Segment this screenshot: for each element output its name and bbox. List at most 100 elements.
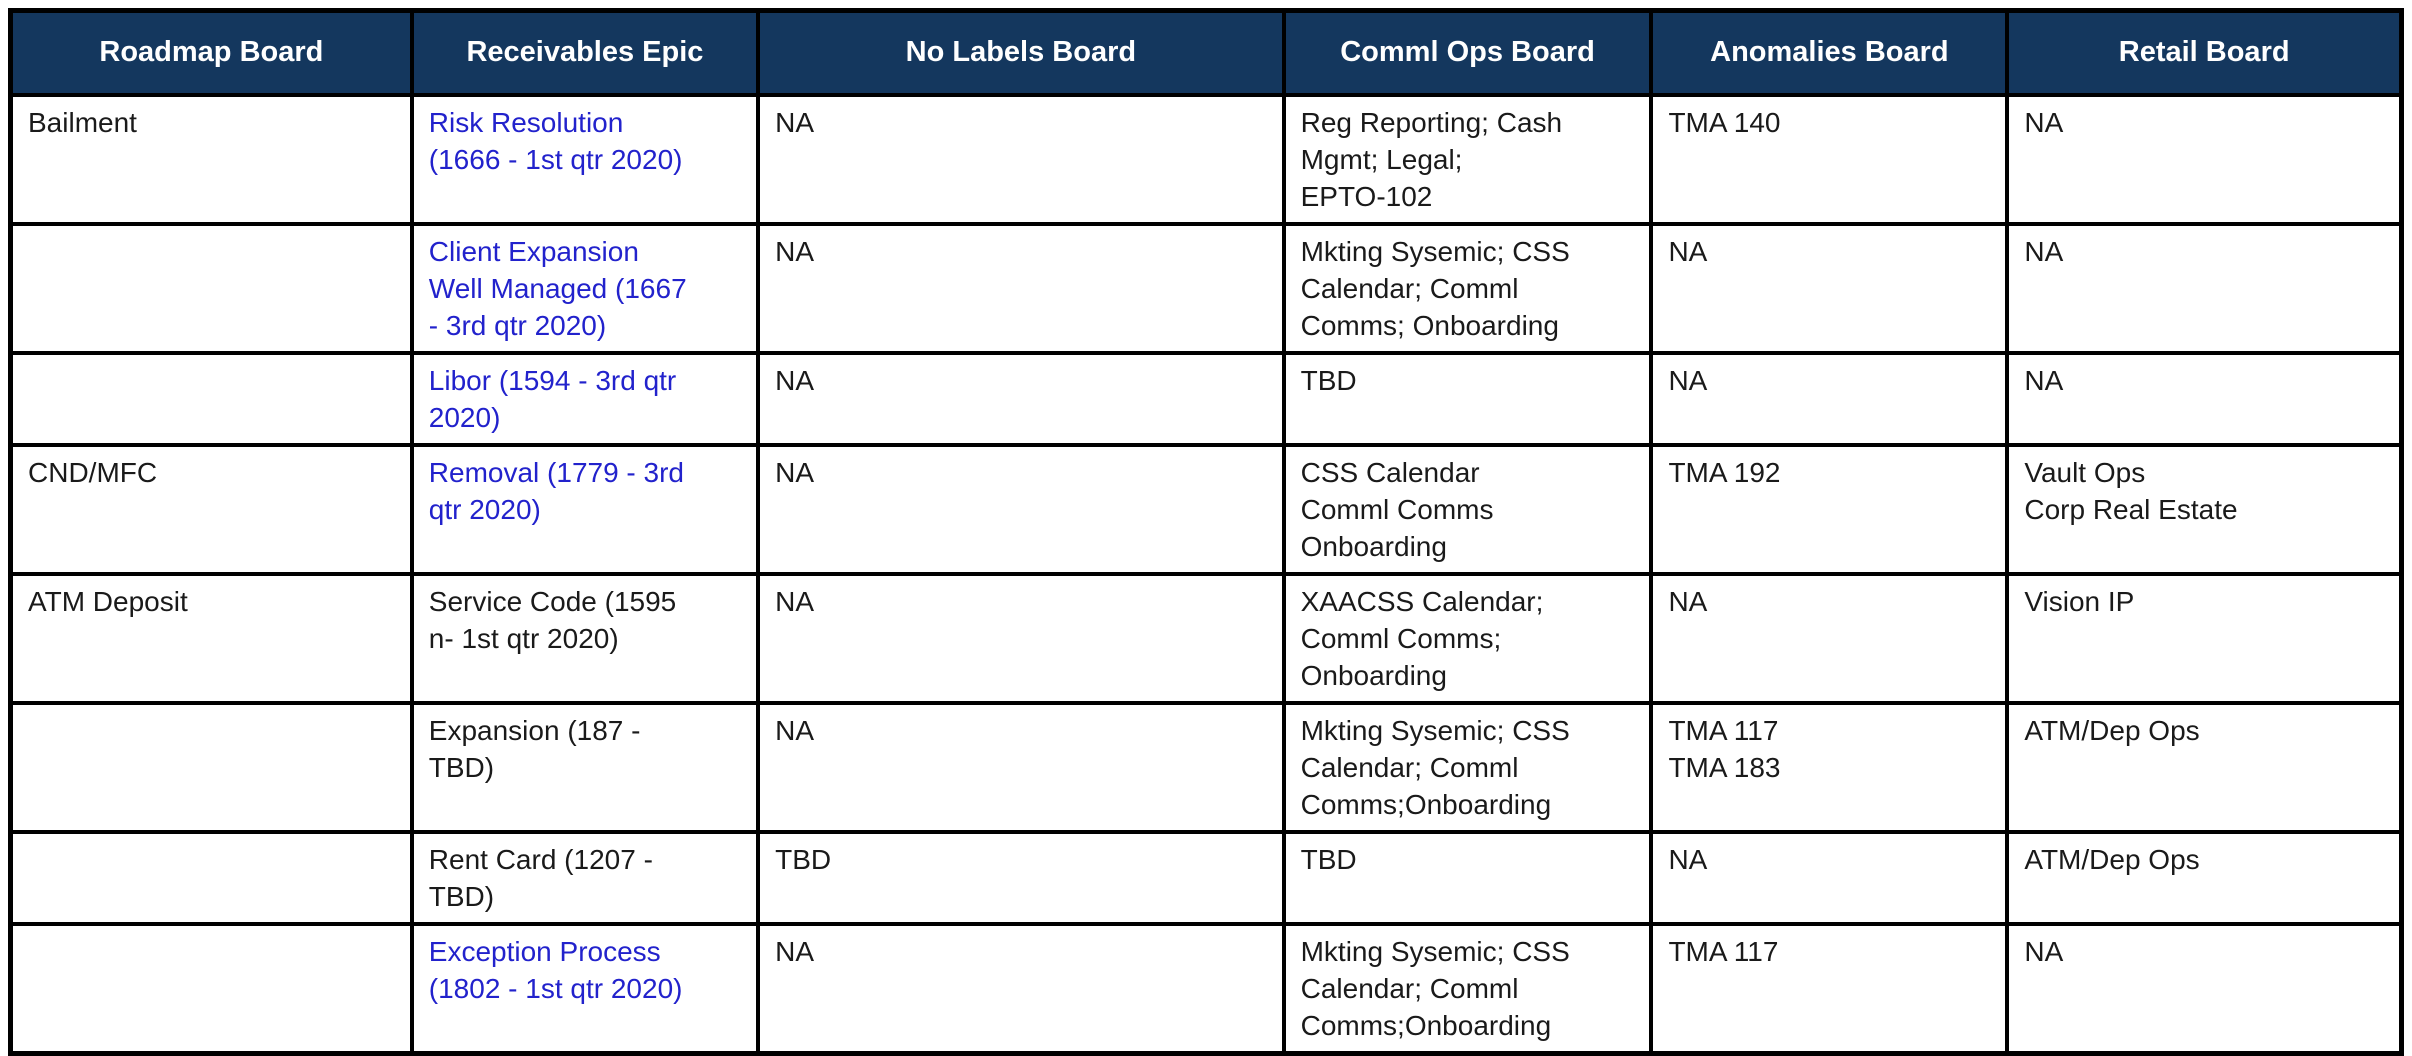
epic-link[interactable]: Libor (1594 - 3rd qtr 2020): [428, 364, 677, 433]
cell-no-labels: NA: [756, 921, 1286, 1055]
cell-epic: Libor (1594 - 3rd qtr 2020): [409, 350, 761, 447]
anomalies-value: NA: [1668, 843, 1708, 875]
cell-roadmap: Bailment: [8, 92, 414, 226]
retail-value: NA: [2024, 935, 2064, 967]
cell-roadmap: [8, 700, 414, 834]
cell-roadmap: [8, 829, 414, 926]
comml-ops-value: XAACSS Calendar; Comml Comms; Onboarding: [1300, 585, 1544, 691]
cell-roadmap: ATM Deposit: [8, 571, 414, 705]
column-header-receivables-epic: Receivables Epic: [409, 8, 761, 97]
cell-comml-ops: Mkting Sysemic; CSS Calendar; Comml Comm…: [1281, 221, 1654, 355]
cell-retail: NA: [2005, 92, 2404, 226]
table-row: Bailment Risk Resolution (1666 - 1st qtr…: [8, 92, 2404, 226]
cell-epic: Expansion (187 - TBD): [409, 700, 761, 834]
table-row: CND/MFC Removal (1779 - 3rd qtr 2020) NA…: [8, 442, 2404, 576]
comml-ops-value: TBD: [1300, 843, 1357, 875]
cell-comml-ops: CSS Calendar Comml Comms Onboarding: [1281, 442, 1654, 576]
cell-epic: Service Code (1595 n- 1st qtr 2020): [409, 571, 761, 705]
cell-comml-ops: Mkting Sysemic; CSS Calendar; Comml Comm…: [1281, 700, 1654, 834]
table-row: Expansion (187 - TBD) NA Mkting Sysemic;…: [8, 700, 2404, 834]
epic-link[interactable]: Risk Resolution (1666 - 1st qtr 2020): [428, 106, 683, 175]
cell-roadmap: [8, 921, 414, 1055]
cell-comml-ops: Mkting Sysemic; CSS Calendar; Comml Comm…: [1281, 921, 1654, 1055]
retail-value: ATM/Dep Ops: [2024, 843, 2200, 875]
no-labels-value: NA: [775, 235, 815, 267]
cell-no-labels: NA: [756, 221, 1286, 355]
epic-link[interactable]: Client Expansion Well Managed (1667 - 3r…: [428, 235, 687, 341]
cell-no-labels: TBD: [756, 829, 1286, 926]
anomalies-value: TMA 117: [1668, 935, 1779, 967]
cell-comml-ops: XAACSS Calendar; Comml Comms; Onboarding: [1281, 571, 1654, 705]
anomalies-value: NA: [1668, 235, 1708, 267]
cell-epic: Exception Process (1802 - 1st qtr 2020): [409, 921, 761, 1055]
table-row: Exception Process (1802 - 1st qtr 2020) …: [8, 921, 2404, 1055]
comml-ops-value: Mkting Sysemic; CSS Calendar; Comml Comm…: [1300, 235, 1570, 341]
cell-anomalies: NA: [1649, 829, 2010, 926]
no-labels-value: TBD: [775, 843, 832, 875]
header-row: Roadmap Board Receivables Epic No Labels…: [8, 8, 2404, 97]
cell-no-labels: NA: [756, 350, 1286, 447]
cell-retail: NA: [2005, 350, 2404, 447]
cell-anomalies: TMA 192: [1649, 442, 2010, 576]
column-header-retail-board: Retail Board: [2005, 8, 2404, 97]
table-row: Libor (1594 - 3rd qtr 2020) NA TBD NA NA: [8, 350, 2404, 447]
epic-label: Expansion (187 - TBD): [428, 714, 641, 783]
epic-board-mapping-table: Roadmap Board Receivables Epic No Labels…: [8, 8, 2404, 1056]
anomalies-value: NA: [1668, 364, 1708, 396]
cell-anomalies: TMA 140: [1649, 92, 2010, 226]
cell-no-labels: NA: [756, 571, 1286, 705]
retail-value: ATM/Dep Ops: [2024, 714, 2200, 746]
cell-anomalies: NA: [1649, 350, 2010, 447]
roadmap-label: CND/MFC: [28, 456, 158, 488]
comml-ops-value: CSS Calendar Comml Comms Onboarding: [1300, 456, 1494, 562]
table-row: Client Expansion Well Managed (1667 - 3r…: [8, 221, 2404, 355]
epic-label: Service Code (1595 n- 1st qtr 2020): [428, 585, 677, 654]
retail-value: Vault Ops Corp Real Estate: [2024, 456, 2238, 525]
comml-ops-value: Mkting Sysemic; CSS Calendar; Comml Comm…: [1300, 935, 1570, 1041]
anomalies-value: TMA 192: [1668, 456, 1781, 488]
retail-value: Vision IP: [2024, 585, 2135, 617]
comml-ops-value: Mkting Sysemic; CSS Calendar; Comml Comm…: [1300, 714, 1570, 820]
no-labels-value: NA: [775, 106, 815, 138]
no-labels-value: NA: [775, 364, 815, 396]
epic-label: Rent Card (1207 - TBD): [428, 843, 653, 912]
cell-anomalies: TMA 117: [1649, 921, 2010, 1055]
cell-comml-ops: TBD: [1281, 350, 1654, 447]
column-header-no-labels-board: No Labels Board: [756, 8, 1286, 97]
roadmap-label: ATM Deposit: [28, 585, 188, 617]
cell-anomalies: NA: [1649, 221, 2010, 355]
retail-value: NA: [2024, 364, 2064, 396]
table-row: ATM Deposit Service Code (1595 n- 1st qt…: [8, 571, 2404, 705]
cell-anomalies: NA: [1649, 571, 2010, 705]
cell-roadmap: [8, 350, 414, 447]
cell-comml-ops: TBD: [1281, 829, 1654, 926]
cell-retail: ATM/Dep Ops: [2005, 700, 2404, 834]
no-labels-value: NA: [775, 935, 815, 967]
document-page: Roadmap Board Receivables Epic No Labels…: [8, 8, 2404, 1056]
comml-ops-value: Reg Reporting; Cash Mgmt; Legal; EPTO-10…: [1300, 106, 1563, 212]
retail-value: NA: [2024, 235, 2064, 267]
cell-retail: ATM/Dep Ops: [2005, 829, 2404, 926]
no-labels-value: NA: [775, 456, 815, 488]
anomalies-value: TMA 117 TMA 183: [1668, 714, 1781, 783]
no-labels-value: NA: [775, 585, 815, 617]
comml-ops-value: TBD: [1300, 364, 1357, 396]
cell-epic: Rent Card (1207 - TBD): [409, 829, 761, 926]
retail-value: NA: [2024, 106, 2064, 138]
cell-comml-ops: Reg Reporting; Cash Mgmt; Legal; EPTO-10…: [1281, 92, 1654, 226]
table-row: Rent Card (1207 - TBD) TBD TBD NA ATM/De…: [8, 829, 2404, 926]
cell-anomalies: TMA 117 TMA 183: [1649, 700, 2010, 834]
anomalies-value: NA: [1668, 585, 1708, 617]
epic-link[interactable]: Removal (1779 - 3rd qtr 2020): [428, 456, 685, 525]
cell-roadmap: [8, 221, 414, 355]
column-header-anomalies-board: Anomalies Board: [1649, 8, 2010, 97]
cell-epic: Removal (1779 - 3rd qtr 2020): [409, 442, 761, 576]
roadmap-label: Bailment: [28, 106, 137, 138]
cell-roadmap: CND/MFC: [8, 442, 414, 576]
no-labels-value: NA: [775, 714, 815, 746]
cell-no-labels: NA: [756, 92, 1286, 226]
cell-retail: NA: [2005, 921, 2404, 1055]
cell-no-labels: NA: [756, 700, 1286, 834]
epic-link[interactable]: Exception Process (1802 - 1st qtr 2020): [428, 935, 683, 1004]
cell-epic: Risk Resolution (1666 - 1st qtr 2020): [409, 92, 761, 226]
